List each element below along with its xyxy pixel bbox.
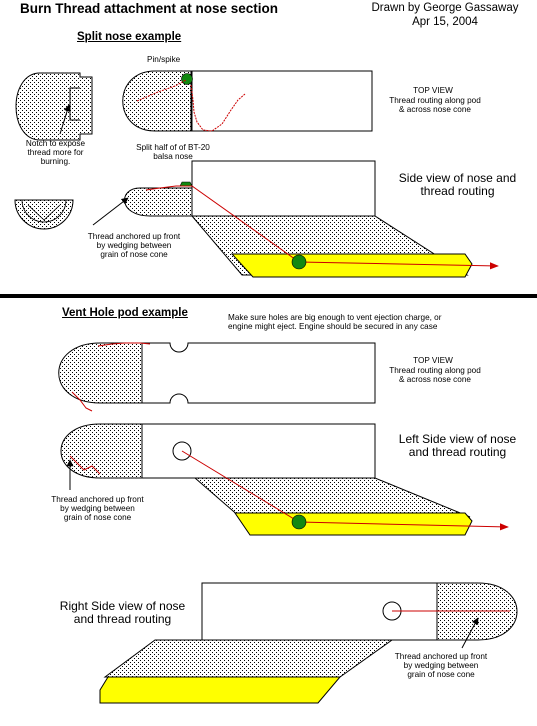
vent-section-heading: Vent Hole pod example (62, 307, 188, 319)
credit-author: Drawn by George Gassaway (371, 2, 519, 14)
split-side-pin (291, 254, 307, 270)
vent-top-view-title: TOP VIEW (413, 356, 453, 365)
split-top-view-pod (122, 70, 373, 132)
vent-warning: Make sure holes are big enough to vent e… (228, 313, 442, 332)
split-nose-cone-notched (15, 72, 93, 141)
vent-right-side-caption: Right Side view of nose and thread routi… (59, 599, 186, 627)
page-title: Burn Thread attachment at nose section (20, 1, 279, 16)
split-section-heading: Split nose example (77, 31, 182, 43)
split-top-view-title: TOP VIEW (413, 86, 453, 95)
vent-top-view-caption: Thread routing along pod & across nose c… (389, 366, 481, 385)
split-anchor-label: Thread anchored up front by wedging betw… (87, 232, 181, 260)
section-divider (0, 294, 537, 298)
pin-spike-label: Pin/spike (147, 55, 181, 64)
vent-left-pin (291, 514, 307, 530)
pin-spike-marker (181, 73, 193, 85)
split-side-view-pod (124, 160, 473, 278)
split-top-thread (136, 79, 246, 132)
vent-top-thread (71, 342, 151, 412)
credit-date: Apr 15, 2004 (412, 16, 478, 28)
split-side-caption: Side view of nose and thread routing (398, 171, 517, 199)
notch-pointer (59, 104, 71, 135)
notch-label: Notch to expose thread more for burning. (25, 139, 86, 167)
vent-left-anchor-label: Thread anchored up front by wedging betw… (51, 495, 144, 523)
split-side-thread (145, 185, 499, 270)
split-half-label: Split half of of BT-20 balsa nose (136, 143, 210, 162)
vent-top-view-pod (58, 342, 376, 404)
vent-right-anchor-label: Thread anchored up front by wedging betw… (394, 652, 488, 680)
split-anchor-pointer (92, 197, 129, 226)
vent-left-side-caption: Left Side view of nose and thread routin… (398, 432, 517, 460)
vent-left-side-pod (60, 423, 473, 536)
split-top-view-caption: Thread routing along pod & across nose c… (389, 96, 481, 115)
nose-cross-section (14, 199, 74, 230)
vent-right-anchor-pointer (461, 617, 479, 649)
